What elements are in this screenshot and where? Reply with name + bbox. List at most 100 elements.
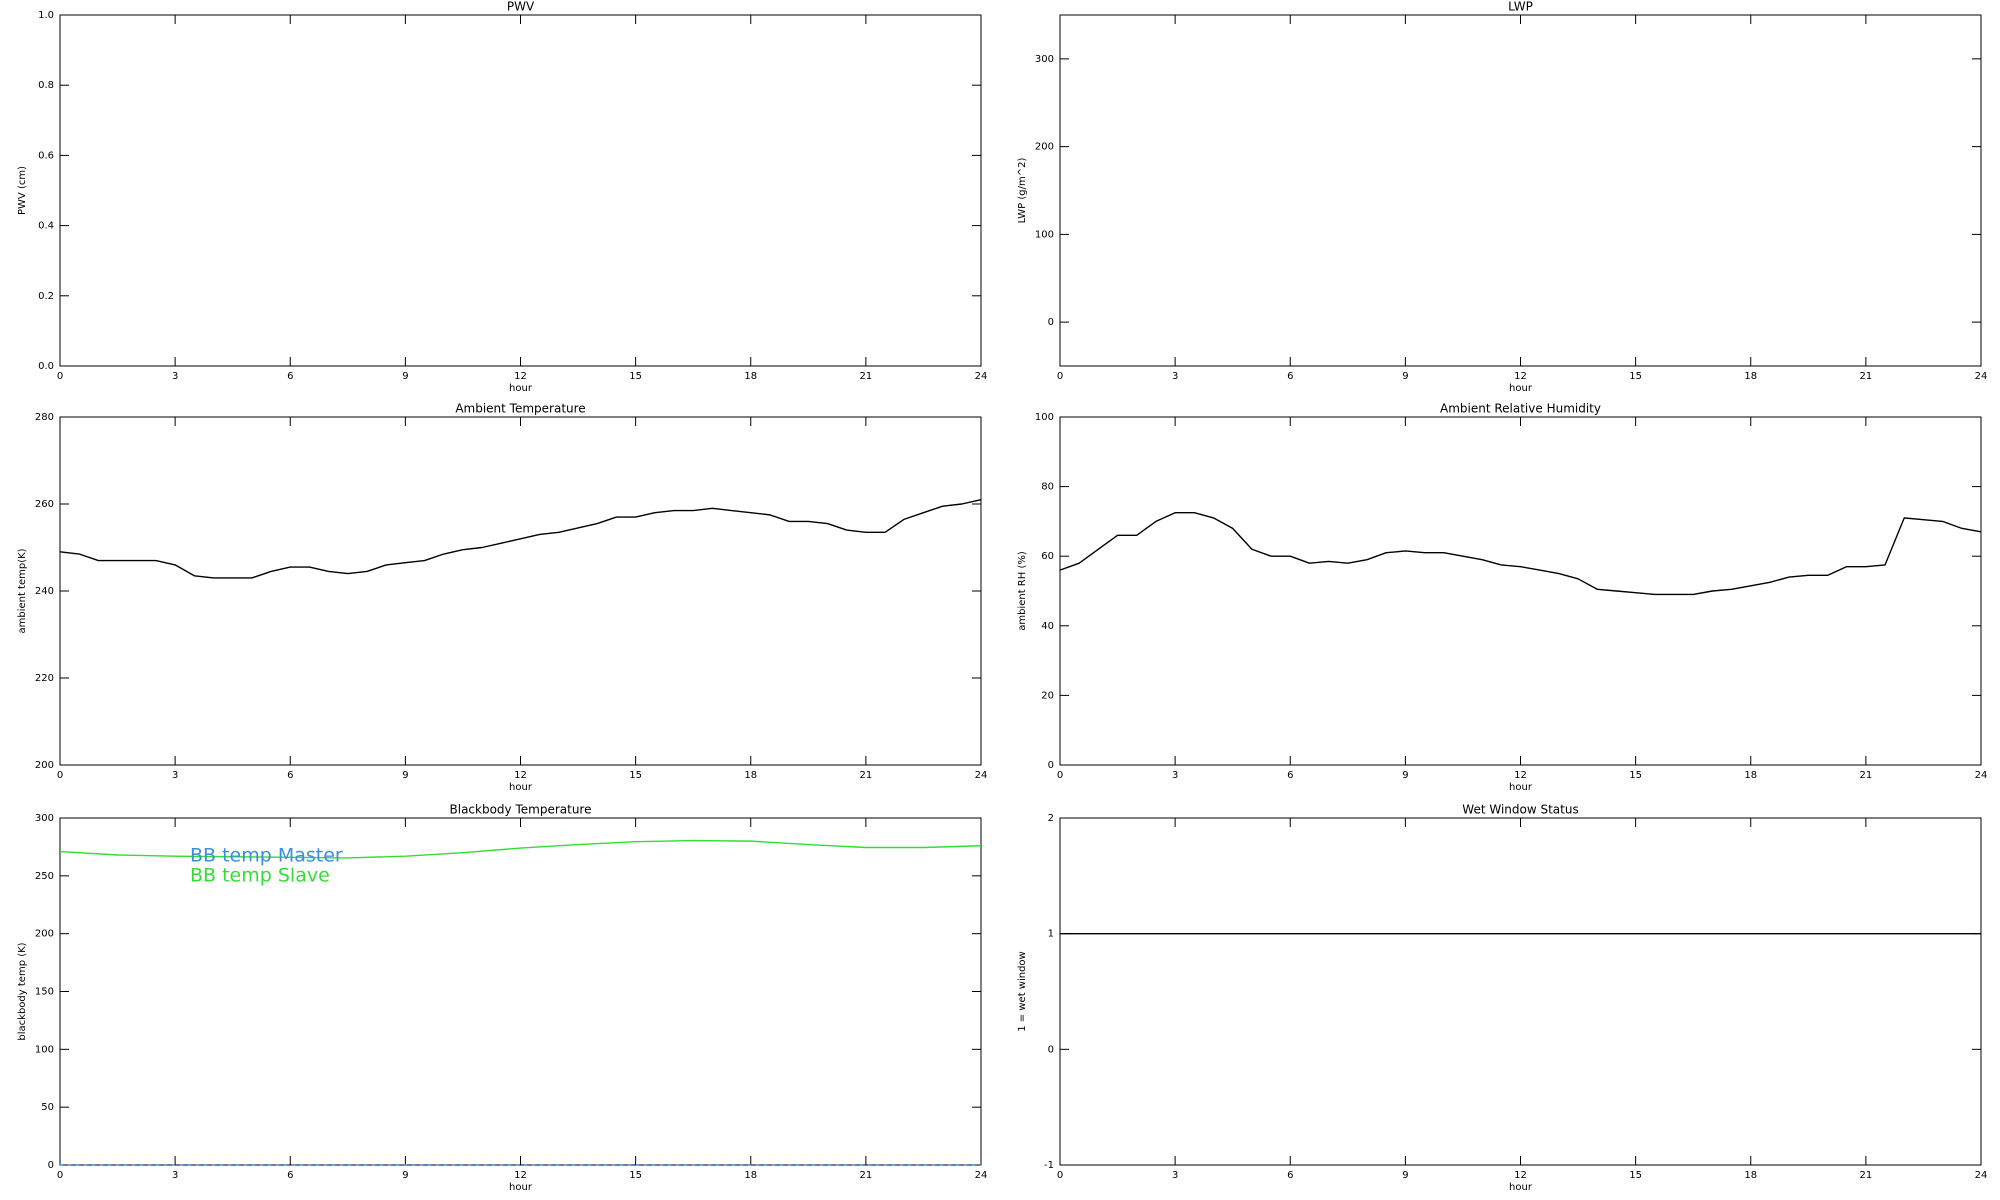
x-tick-label: 3 <box>172 770 178 781</box>
y-tick-label: 250 <box>35 871 54 882</box>
plot-frame <box>1059 817 1982 1166</box>
y-tick-label: 0 <box>1048 317 1054 328</box>
y-axis-label: PWV (cm) <box>17 166 28 215</box>
panel: Blackbody Temperature hour blackbody temp … <box>17 803 987 1194</box>
legend-entry: BB temp Master <box>190 845 343 867</box>
plot-frame <box>1059 14 1982 367</box>
x-tick-label: 24 <box>975 371 988 382</box>
x-tick-label: 12 <box>1514 770 1527 781</box>
y-tick-label: 0.0 <box>38 361 54 372</box>
x-tick-label: 6 <box>1287 1170 1293 1181</box>
x-tick-label: 24 <box>975 1170 988 1181</box>
x-tick-label: 12 <box>514 1170 527 1181</box>
x-tick-label: 21 <box>860 770 873 781</box>
x-tick-label: 15 <box>1629 371 1642 382</box>
panel-title: Wet Window Status <box>1462 803 1578 817</box>
x-tick-label: 6 <box>287 1170 293 1181</box>
x-axis-label: hour <box>509 1182 533 1193</box>
x-tick-label: 18 <box>1744 770 1757 781</box>
y-tick-label: 0.4 <box>38 221 54 232</box>
y-tick-label: 100 <box>1035 229 1054 240</box>
y-tick-label: 0.6 <box>38 150 54 161</box>
x-tick-label: 9 <box>402 371 408 382</box>
x-tick-label: 24 <box>1975 1170 1988 1181</box>
y-tick-label: 200 <box>35 760 54 771</box>
x-tick-label: 12 <box>1514 1170 1527 1181</box>
y-tick-label: 60 <box>1041 551 1054 562</box>
x-tick-label: 0 <box>1057 371 1063 382</box>
x-tick-label: 15 <box>1629 1170 1642 1181</box>
x-tick-label: 3 <box>172 371 178 382</box>
panel-title: Blackbody Temperature <box>450 803 592 817</box>
x-tick-label: 0 <box>57 1170 63 1181</box>
panel-title: Ambient Relative Humidity <box>1440 402 1601 416</box>
x-tick-label: 24 <box>1975 371 1988 382</box>
x-tick-label: 15 <box>1629 770 1642 781</box>
x-tick-label: 9 <box>402 1170 408 1181</box>
x-tick-label: 3 <box>1172 770 1178 781</box>
x-tick-label: 0 <box>57 371 63 382</box>
x-tick-label: 6 <box>1287 371 1293 382</box>
series-line <box>59 839 982 859</box>
x-tick-label: 18 <box>744 770 757 781</box>
y-axis-label: 1 = wet window <box>1017 951 1028 1031</box>
x-tick-label: 9 <box>1402 371 1408 382</box>
series-line <box>1059 512 1982 596</box>
y-tick-label: 100 <box>1035 412 1054 423</box>
y-tick-label: 40 <box>1041 621 1054 632</box>
panel: LWP hour LWP (g/m^2) 0 100 200 300 0 3 6 9 12 15 18 21… <box>1017 0 1987 394</box>
x-axis-label: hour <box>1509 782 1533 793</box>
panel: PWV hour PWV (cm) 0.0 0.2 0.4 0.6 0.8 1.0 0 3 6 9 12 1… <box>17 0 987 394</box>
plot-frame <box>1059 416 1982 766</box>
panel: Ambient Relative Humidity hour ambient RH … <box>1017 402 1987 794</box>
x-tick-label: 9 <box>1402 1170 1408 1181</box>
x-tick-label: 18 <box>744 371 757 382</box>
y-axis-label: ambient temp(K) <box>17 548 28 633</box>
x-tick-label: 3 <box>1172 1170 1178 1181</box>
panel: Ambient Temperature hour ambient temp(K) 20… <box>17 402 987 794</box>
y-tick-label: 260 <box>35 499 54 510</box>
x-tick-label: 12 <box>514 371 527 382</box>
y-tick-label: -1 <box>1044 1160 1054 1171</box>
y-axis-label: LWP (g/m^2) <box>1017 158 1028 224</box>
x-tick-label: 0 <box>1057 1170 1063 1181</box>
x-tick-label: 6 <box>1287 770 1293 781</box>
x-tick-label: 15 <box>629 770 642 781</box>
y-tick-label: 100 <box>35 1044 54 1055</box>
y-tick-label: 150 <box>35 987 54 998</box>
x-axis-label: hour <box>1509 383 1533 394</box>
x-tick-label: 18 <box>1744 1170 1757 1181</box>
y-tick-label: 240 <box>35 586 54 597</box>
y-tick-label: 0.8 <box>38 80 54 91</box>
y-tick-label: 0 <box>1048 1044 1054 1055</box>
y-tick-label: 2 <box>1048 813 1054 824</box>
y-tick-label: 280 <box>35 412 54 423</box>
x-tick-label: 21 <box>1860 371 1873 382</box>
x-axis-label: hour <box>509 782 533 793</box>
x-tick-label: 6 <box>287 371 293 382</box>
x-tick-label: 6 <box>287 770 293 781</box>
x-tick-label: 21 <box>1860 1170 1873 1181</box>
series-line <box>59 498 982 579</box>
x-tick-label: 18 <box>744 1170 757 1181</box>
x-axis-label: hour <box>1509 1182 1533 1193</box>
panel-title: Ambient Temperature <box>455 402 585 416</box>
x-tick-label: 15 <box>629 371 642 382</box>
x-axis-label: hour <box>509 383 533 394</box>
plot-frame <box>59 14 982 367</box>
y-tick-label: 200 <box>35 929 54 940</box>
y-tick-label: 300 <box>1035 54 1054 65</box>
panel-title: PWV <box>507 0 535 14</box>
legend-entry: BB temp Slave <box>190 865 330 887</box>
y-tick-label: 80 <box>1041 482 1054 493</box>
x-tick-label: 24 <box>975 770 988 781</box>
y-tick-label: 200 <box>1035 142 1054 153</box>
x-tick-label: 9 <box>402 770 408 781</box>
panel-title: LWP <box>1508 0 1533 14</box>
x-tick-label: 12 <box>514 770 527 781</box>
y-axis-label: blackbody temp (K) <box>17 942 28 1040</box>
plot-frame <box>59 416 982 766</box>
y-tick-label: 1 <box>1048 929 1054 940</box>
